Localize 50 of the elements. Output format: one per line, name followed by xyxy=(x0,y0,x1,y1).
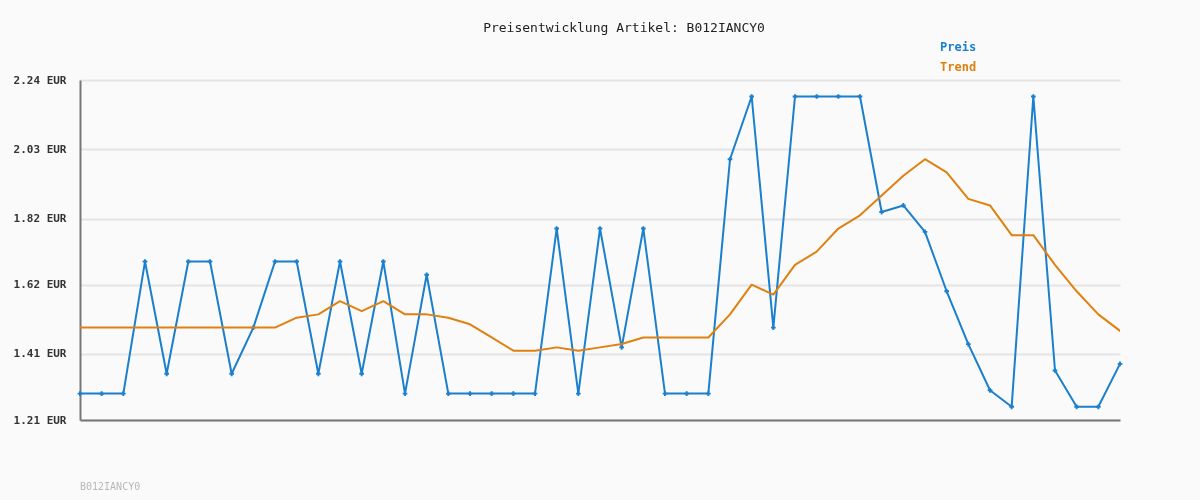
y-tick-label: 1.21 EUR xyxy=(13,413,67,427)
point xyxy=(467,391,473,396)
point xyxy=(489,391,495,396)
point xyxy=(380,259,386,264)
y-tick-label: 1.62 EUR xyxy=(13,278,67,292)
point xyxy=(1030,94,1036,99)
point xyxy=(164,371,170,377)
line-series xyxy=(80,158,1120,352)
point xyxy=(965,341,971,347)
point xyxy=(359,371,365,377)
y-tick-label: 1.41 EUR xyxy=(13,347,67,361)
point xyxy=(402,391,408,396)
point xyxy=(922,229,928,235)
point xyxy=(879,209,885,215)
point xyxy=(619,345,625,350)
point xyxy=(185,259,191,264)
y-tick-label: 2.24 EUR xyxy=(13,73,67,87)
point xyxy=(662,391,668,396)
point xyxy=(532,391,538,396)
text: Trend xyxy=(940,60,977,74)
text: B012IANCY0 xyxy=(80,481,141,492)
point xyxy=(900,203,906,208)
point xyxy=(835,94,841,99)
point xyxy=(1074,404,1080,410)
point xyxy=(315,371,321,377)
point xyxy=(727,156,733,162)
point xyxy=(749,94,755,99)
point xyxy=(1009,404,1015,410)
y-tick-label: 1.82 EUR xyxy=(13,212,67,226)
point xyxy=(575,391,581,396)
point xyxy=(640,226,646,231)
point xyxy=(99,391,105,396)
point xyxy=(770,325,776,330)
text: Preis xyxy=(940,40,977,54)
point xyxy=(987,387,993,393)
point xyxy=(944,288,950,294)
point xyxy=(294,259,300,264)
point xyxy=(814,94,820,99)
point xyxy=(229,371,235,377)
point xyxy=(77,391,83,396)
point xyxy=(424,272,430,278)
point xyxy=(705,391,711,396)
chart-title: Preisentwicklung Artikel: B012IANCY0 xyxy=(483,20,765,35)
point xyxy=(120,391,126,396)
point xyxy=(510,391,516,396)
point xyxy=(554,226,560,231)
y-tick-label: 2.03 EUR xyxy=(13,142,67,156)
point xyxy=(445,391,451,396)
point xyxy=(684,391,690,396)
point xyxy=(1095,404,1101,410)
